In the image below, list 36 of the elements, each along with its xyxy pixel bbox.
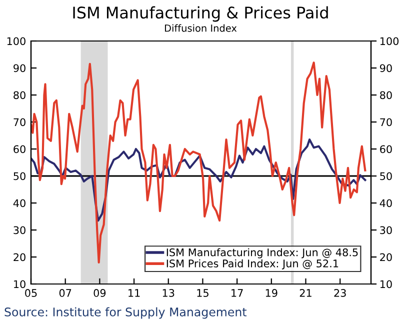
y2-tick-label: 10 [380,280,392,288]
y-tick-label: 80 [14,91,26,100]
y2-tick-label: 60 [380,145,392,154]
y-tick-label: 10 [14,280,26,288]
y2-tick-label: 90 [380,64,392,72]
y2-tick-label: 80 [380,91,392,100]
x-tick-label: 15 [197,289,208,297]
chart-subtitle: Diffusion Index [164,24,237,32]
y-tick-label: 50 [14,172,26,180]
y-tick-label: 60 [14,145,26,154]
x-tick-label: 11 [128,289,140,297]
x-tick-label: 21 [300,289,312,297]
y2-tick-label: 20 [380,253,392,262]
x-tick-label: 09 [94,289,106,297]
y2-tick-label: 30 [380,226,392,234]
x-tick-label: 19 [266,289,278,297]
y2-tick-label: 50 [380,172,392,180]
y-tick-label: 20 [14,253,26,262]
x-tick-label: 07 [59,289,72,297]
x-tick-label: 13 [162,289,174,297]
y2-tick-label: 100 [380,37,399,46]
x-tick-label: 17 [232,289,243,297]
y-tick-label: 30 [14,226,26,234]
y2-tick-label: 70 [380,118,392,126]
source-note: Source: Institute for Supply Management [4,307,247,319]
y-tick-label: 100 [7,37,26,46]
legend-label: ISM Manufacturing Index: Jun @ 48.5 [166,248,358,258]
line-series [31,138,366,222]
y2-tick-label: 40 [380,199,392,208]
x-tick-label: 23 [334,289,346,297]
y-tick-label: 70 [14,118,26,126]
chart-title: ISM Manufacturing & Prices Paid [73,6,328,22]
y-tick-label: 90 [14,64,26,72]
x-tick-label: 05 [25,289,37,297]
y-tick-label: 40 [13,199,26,208]
legend-label: ISM Prices Paid Index: Jun @ 52.1 [166,259,338,270]
